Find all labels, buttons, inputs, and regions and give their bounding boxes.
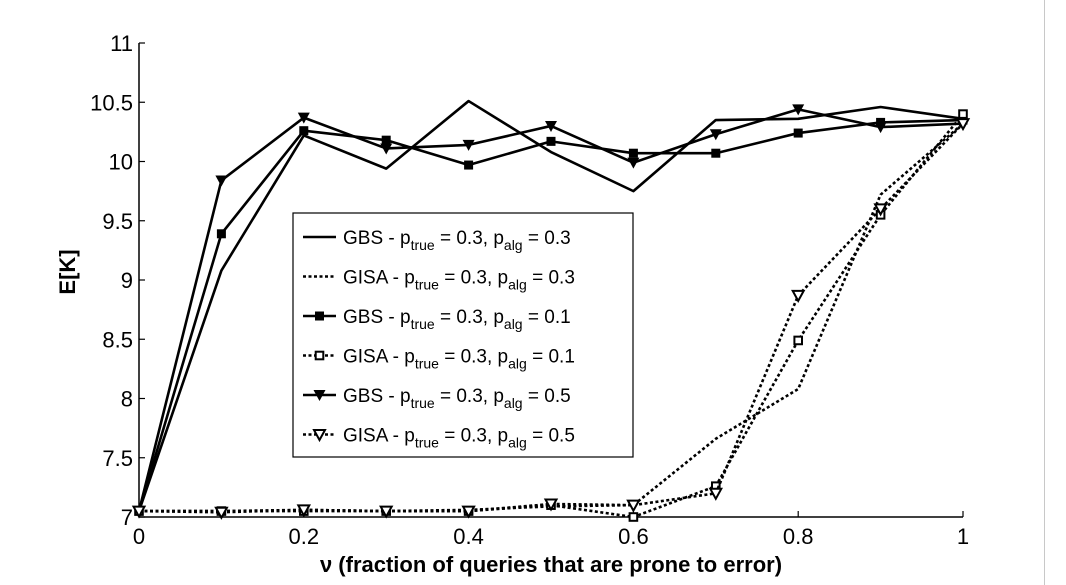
data-point <box>791 289 806 303</box>
legend-item: GBS - ptrue = 0.3, palg = 0.5 <box>303 386 571 411</box>
legend-item: GISA - ptrue = 0.3, palg = 0.3 <box>303 268 575 293</box>
frame-edge <box>1044 0 1045 585</box>
data-point <box>462 139 475 151</box>
data-point <box>545 120 557 132</box>
series-line <box>139 122 964 513</box>
y-tick-label: 9.5 <box>102 209 133 234</box>
data-point <box>543 498 559 512</box>
x-tick-label: 0 <box>133 524 145 549</box>
data-point <box>709 129 722 141</box>
data-point <box>628 148 638 158</box>
series-line <box>133 104 969 518</box>
data-point <box>312 429 327 443</box>
x-tick-label: 0.6 <box>618 524 649 549</box>
series-line <box>131 118 971 520</box>
axes: 7 7.5 8 8.5 9 9.5 10 10.5 11 0 0.2 0.4 0.6 0.8 1 <box>90 31 969 549</box>
legend-label: GISA - ptrue = 0.3, palg = 0.3 <box>343 268 575 293</box>
data-point <box>380 143 393 155</box>
x-tick-label: 1 <box>957 524 969 549</box>
x-tick-label: 0.4 <box>453 524 484 549</box>
data-point <box>215 175 228 187</box>
data-point <box>216 229 226 239</box>
data-point <box>381 135 391 145</box>
data-point <box>958 109 968 119</box>
y-tick-label: 11 <box>110 31 133 56</box>
legend-label: GBS - ptrue = 0.3, palg = 0.1 <box>343 307 571 332</box>
data-point <box>464 160 474 170</box>
y-axis-label: E[K] <box>55 249 80 294</box>
y-tick-label: 8 <box>121 387 133 412</box>
data-point <box>546 136 556 146</box>
legend-item: GISA - ptrue = 0.3, palg = 0.1 <box>303 347 575 372</box>
y-tick-label: 8.5 <box>102 327 133 352</box>
legend-label: GBS - ptrue = 0.3, palg = 0.3 <box>343 228 571 253</box>
legend-label: GBS - ptrue = 0.3, palg = 0.5 <box>343 386 571 411</box>
data-point <box>792 104 805 116</box>
data-point <box>214 506 229 520</box>
data-point <box>299 126 309 136</box>
data-point <box>313 390 326 401</box>
data-point <box>296 504 311 518</box>
legend-item: GBS - ptrue = 0.3, palg = 0.3 <box>303 228 571 253</box>
y-tick-label: 9 <box>121 268 133 293</box>
data-point <box>955 118 971 132</box>
data-point <box>131 505 147 519</box>
data-point <box>315 311 324 321</box>
data-point <box>874 122 887 134</box>
series-group <box>131 99 971 522</box>
data-point <box>461 505 476 519</box>
series-path <box>138 122 964 514</box>
x-axis-label: ν (fraction of queries that are prone to… <box>320 552 782 577</box>
legend-label: GISA - ptrue = 0.3, palg = 0.5 <box>343 426 575 451</box>
data-point <box>379 505 394 519</box>
data-point <box>626 499 641 513</box>
data-point <box>627 157 640 169</box>
legend-box <box>292 212 634 458</box>
series-path <box>139 122 964 513</box>
data-point <box>793 128 803 138</box>
y-tick-label: 10.5 <box>90 90 133 115</box>
legend-item: GISA - ptrue = 0.3, palg = 0.5 <box>303 426 575 451</box>
legend-label: GISA - ptrue = 0.3, palg = 0.1 <box>343 347 575 372</box>
y-tick-label: 10 <box>109 150 133 175</box>
data-point <box>793 335 804 346</box>
y-tick-label: 7 <box>121 505 133 530</box>
data-point <box>628 512 639 522</box>
data-point <box>711 148 721 158</box>
x-tick-label: 0.8 <box>783 524 814 549</box>
data-point <box>708 487 723 501</box>
data-point <box>873 203 888 217</box>
legend: GBS - ptrue = 0.3, palg = 0.3 GISA - ptru… <box>292 212 634 458</box>
x-tick-label: 0.2 <box>289 524 320 549</box>
data-point <box>297 112 310 124</box>
y-tick-label: 7.5 <box>102 446 133 471</box>
data-point <box>314 350 325 361</box>
legend-item: GBS - ptrue = 0.3, palg = 0.1 <box>303 307 571 332</box>
